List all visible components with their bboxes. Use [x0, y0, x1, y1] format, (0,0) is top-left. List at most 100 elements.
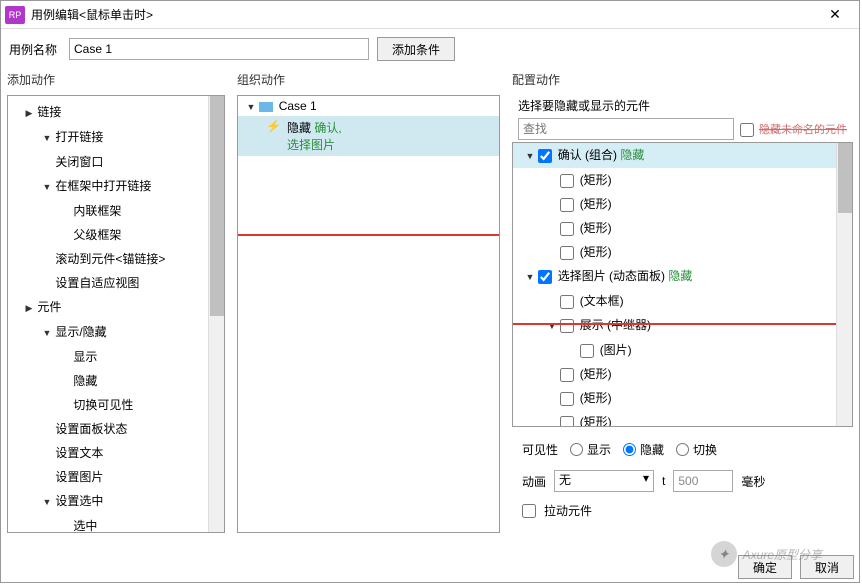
search-input[interactable] [518, 118, 734, 140]
tree-item[interactable]: 父级框架 [10, 223, 222, 247]
tree-label: 设置文本 [55, 446, 103, 460]
tree-label: 设置自适应视图 [55, 276, 139, 290]
dialog-title: 用例编辑<鼠标单击时> [31, 6, 815, 23]
animation-label: 动画 [522, 473, 546, 490]
action-tree-panel[interactable]: 链接 打开链接 关闭窗口 在框架中打开链接 内联框架 父级框架 滚动到元件<锚链… [7, 95, 225, 533]
config-subheader: 选择要隐藏或显示的元件 [512, 95, 853, 116]
add-action-col: 添加动作 链接 打开链接 关闭窗口 在框架中打开链接 内联框架 父级框架 滚动到… [1, 69, 231, 539]
footer: 确定 取消 [738, 555, 854, 579]
hide-unnamed-option[interactable]: 隐藏未命名的元件 [740, 121, 847, 137]
widget-item[interactable]: (矩形) [513, 362, 852, 386]
hide-unnamed-checkbox[interactable] [740, 123, 754, 137]
widget-checkbox[interactable] [580, 344, 594, 358]
tree-label: 关闭窗口 [55, 155, 103, 169]
widget-label: (矩形) [580, 391, 612, 405]
tree-label: 打开链接 [55, 130, 103, 144]
config-action-header: 配置动作 [506, 69, 859, 91]
tree-item[interactable]: 在框架中打开链接 [10, 174, 222, 199]
drag-checkbox[interactable] [522, 504, 536, 518]
tree-label: 显示 [73, 350, 97, 364]
chevron-down-icon: ▾ [643, 471, 649, 485]
expand-icon[interactable] [42, 176, 52, 197]
tree-item[interactable]: 滚动到元件<锚链接> [10, 247, 222, 271]
tree-item[interactable]: 显示 [10, 345, 222, 369]
close-button[interactable]: ✕ [815, 6, 855, 23]
tree-item[interactable]: 内联框架 [10, 199, 222, 223]
animation-select[interactable]: 无 ▾ [554, 470, 654, 492]
add-action-header: 添加动作 [1, 69, 231, 91]
expand-icon[interactable] [42, 127, 52, 148]
drag-label: 拉动元件 [544, 502, 592, 519]
tree-item[interactable]: 隐藏 [10, 369, 222, 393]
tree-item[interactable]: 设置面板状态 [10, 417, 222, 441]
expand-icon[interactable] [24, 102, 34, 123]
widget-label: (矩形) [580, 415, 612, 427]
highlight-box-2 [512, 142, 840, 325]
tree-item[interactable]: 设置选中 [10, 489, 222, 514]
tree-item[interactable]: 选中 [10, 514, 222, 533]
add-condition-button[interactable]: 添加条件 [377, 37, 455, 61]
t-label: t [662, 474, 665, 488]
case-name-input[interactable] [69, 38, 369, 60]
tree-label: 显示/隐藏 [55, 325, 106, 339]
titlebar: RP 用例编辑<鼠标单击时> ✕ [1, 1, 859, 29]
config-action-col: 配置动作 选择要隐藏或显示的元件 隐藏未命名的元件 确认 (组合) 隐藏 (矩形… [506, 69, 859, 539]
tree-item[interactable]: 设置图片 [10, 465, 222, 489]
widget-checkbox[interactable] [560, 368, 574, 382]
ok-button[interactable]: 确定 [738, 555, 792, 579]
tree-item[interactable]: 设置自适应视图 [10, 271, 222, 295]
animation-row: 动画 无 ▾ t 毫秒 [512, 466, 853, 496]
org-action-header: 组织动作 [231, 69, 506, 91]
drag-row: 拉动元件 [512, 496, 853, 525]
tree-item[interactable]: 设置文本 [10, 441, 222, 465]
vis-show-option[interactable]: 显示 [570, 441, 611, 458]
widget-checkbox[interactable] [560, 416, 574, 427]
tree-label: 链接 [37, 105, 61, 119]
duration-input[interactable] [673, 470, 733, 492]
tree-label: 元件 [37, 300, 61, 314]
ms-label: 毫秒 [741, 473, 765, 490]
tree-item[interactable]: 元件 [10, 295, 222, 320]
visibility-label: 可见性 [522, 441, 558, 458]
vis-hide-option[interactable]: 隐藏 [623, 441, 664, 458]
search-row: 隐藏未命名的元件 [512, 116, 853, 142]
widget-item[interactable]: (矩形) [513, 410, 852, 427]
vis-toggle-option[interactable]: 切换 [676, 441, 717, 458]
cancel-button[interactable]: 取消 [800, 555, 854, 579]
tree-label: 选中 [73, 519, 97, 533]
tree-label: 在框架中打开链接 [55, 179, 151, 193]
widget-label: (图片) [600, 343, 632, 357]
widget-item[interactable]: (图片) [513, 338, 852, 362]
tree-label: 设置选中 [55, 494, 103, 508]
scrollbar[interactable] [208, 96, 224, 532]
tree-label: 父级框架 [73, 228, 121, 242]
hide-unnamed-label: 隐藏未命名的元件 [759, 124, 847, 136]
widget-tree-panel[interactable]: 确认 (组合) 隐藏 (矩形) (矩形) (矩形) (矩形) 选择图片 (动态面… [512, 142, 853, 427]
widget-item[interactable]: (矩形) [513, 386, 852, 410]
name-label: 用例名称 [9, 41, 57, 58]
tree-label: 隐藏 [73, 374, 97, 388]
expand-icon[interactable] [24, 297, 34, 318]
tree-label: 切换可见性 [73, 398, 133, 412]
vis-toggle-radio[interactable] [676, 443, 689, 456]
vis-show-radio[interactable] [570, 443, 583, 456]
dialog: RP 用例编辑<鼠标单击时> ✕ 用例名称 添加条件 添加动作 链接 打开链接 … [0, 0, 860, 583]
tree-label: 设置图片 [55, 470, 103, 484]
tree-item[interactable]: 切换可见性 [10, 393, 222, 417]
columns: 添加动作 链接 打开链接 关闭窗口 在框架中打开链接 内联框架 父级框架 滚动到… [1, 69, 859, 539]
name-row: 用例名称 添加条件 [1, 29, 859, 69]
wechat-icon: ✦ [711, 541, 737, 567]
tree-label: 内联框架 [73, 204, 121, 218]
expand-icon[interactable] [42, 491, 52, 512]
highlight-box-1 [237, 95, 500, 236]
tree-item[interactable]: 打开链接 [10, 125, 222, 150]
widget-checkbox[interactable] [560, 392, 574, 406]
org-panel[interactable]: Case 1 ⚡ 隐藏 确认, 选择图片 [237, 95, 500, 533]
tree-item[interactable]: 显示/隐藏 [10, 320, 222, 345]
expand-icon[interactable] [42, 322, 52, 343]
tree-item[interactable]: 关闭窗口 [10, 150, 222, 174]
vis-hide-radio[interactable] [623, 443, 636, 456]
tree-item[interactable]: 链接 [10, 100, 222, 125]
app-icon: RP [5, 6, 25, 24]
scrollbar[interactable] [836, 143, 852, 426]
